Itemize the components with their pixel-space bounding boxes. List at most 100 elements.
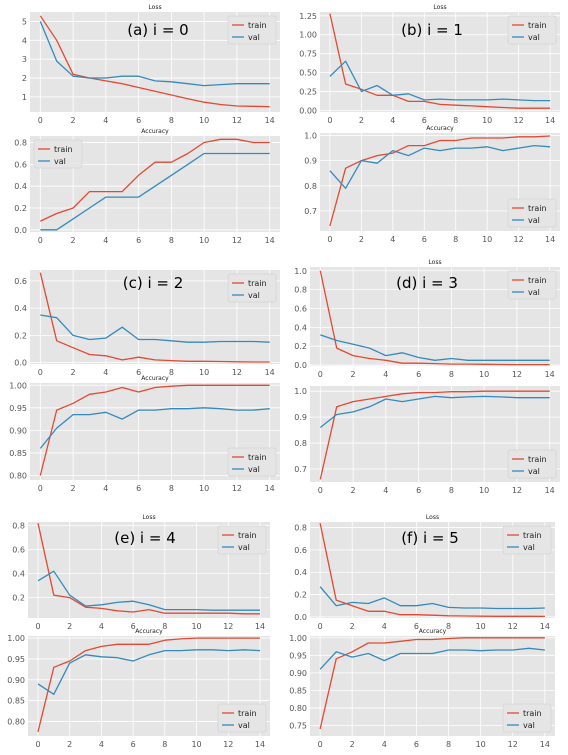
x-tick-label: 12 [508,740,518,749]
y-tick-label: 1.00 [299,31,317,40]
y-tick-label: 0.2 [294,342,307,351]
x-tick-label: 2 [351,486,356,495]
x-tick-label: 2 [71,236,76,245]
legend-label-val: val [528,33,540,42]
x-tick-label: 8 [162,622,167,631]
plot-title: Accuracy [426,125,454,132]
x-tick-label: 4 [99,740,104,749]
x-tick-label: 4 [383,370,388,379]
subplot-7: 0.7 0.8 0.9 1.0 0 2 4 6 8 10 12 14 train val [294,386,560,495]
x-tick-label: 14 [545,486,555,495]
x-tick-label: 4 [103,236,108,245]
plot-title: Accuracy [419,628,447,635]
y-tick-label: 1 [22,93,27,102]
series-line-train [39,384,270,476]
legend-label-val: val [238,543,250,552]
y-tick-label: 0.2 [294,591,307,600]
y-tick-label: 1.25 [299,12,317,21]
x-tick-label: 2 [359,116,364,125]
y-tick-label: 0.4 [294,323,307,332]
x-tick-label: 0 [38,116,43,125]
legend-label-val: val [248,465,260,474]
legend-label-val: val [523,543,535,552]
subplot-1: 0.0 0.2 0.4 0.6 0.8 0 2 4 6 8 10 12 14 Accuracy train v… [14,128,280,245]
legend: train val [217,525,267,555]
subplot-9: 0.80 0.85 0.90 0.95 1.00 0 2 4 6 8 10 12 14 Accuracy t… [7,628,270,749]
legend: train val [227,447,277,477]
y-tick-label: 0.6 [294,546,307,555]
x-tick-label: 6 [422,116,427,125]
panel-label: (c) i = 2 [123,274,184,292]
y-tick-label: 5 [22,17,27,26]
x-tick-label: 10 [191,740,201,749]
x-tick-label: 14 [545,116,555,125]
x-tick-label: 8 [446,622,451,631]
x-tick-label: 4 [390,116,395,125]
y-tick-label: 0.85 [7,697,25,706]
x-tick-label: 4 [99,622,104,631]
x-tick-label: 6 [414,622,419,631]
legend-label-val: val [528,216,540,225]
x-tick-label: 8 [169,236,174,245]
x-tick-label: 12 [508,622,518,631]
x-tick-label: 14 [265,236,275,245]
y-tick-label: 0.00 [299,106,317,115]
y-tick-label: 0.8 [294,286,307,295]
y-tick-label: 3 [22,55,27,64]
legend: train val [502,525,552,555]
x-tick-label: 8 [449,370,454,379]
y-tick-label: 1.00 [289,634,307,643]
series-line-train [329,135,551,227]
y-tick-label: 0.8 [294,524,307,533]
panel-label: (f) i = 5 [401,529,459,547]
x-tick-label: 6 [136,236,141,245]
plot-title: Accuracy [141,375,169,382]
x-tick-label: 2 [71,368,76,377]
legend-label-val: val [248,291,260,300]
y-tick-label: 0.75 [289,721,307,730]
legend: train val [217,703,267,733]
y-tick-label: 0.6 [14,277,27,286]
x-tick-label: 2 [71,116,76,125]
x-tick-label: 10 [476,622,486,631]
legend-label-train: train [528,455,547,464]
subplot-6: 0.0 0.2 0.4 0.6 0.8 1.0 0 2 4 6 8 10 12 14 Loss train va… [294,259,560,379]
x-tick-label: 12 [232,368,242,377]
x-tick-label: 0 [327,116,332,125]
series-line-val [39,21,270,87]
y-tick-label: 2 [22,74,27,83]
subplot-8: 0.2 0.4 0.6 0.8 0 2 4 6 8 10 12 14 Loss train val (e) i… [12,514,270,631]
y-tick-label: 0.0 [14,226,27,235]
x-tick-label: 2 [350,622,355,631]
y-tick-label: 0.4 [14,182,27,191]
legend-label-train: train [528,204,547,213]
y-tick-label: 0.4 [12,570,25,579]
panel-label: (d) i = 3 [396,274,458,292]
y-tick-label: 0.95 [289,651,307,660]
x-tick-label: 14 [545,370,555,379]
y-tick-label: 0.4 [14,304,27,313]
y-tick-label: 0.8 [14,139,27,148]
y-tick-label: 0.85 [9,449,27,458]
legend-label-train: train [248,453,267,462]
y-tick-label: 0.9 [294,413,307,422]
subplot-5: 0.80 0.85 0.90 0.95 1.00 0 2 4 6 8 10 12 14 Accuracy t… [9,375,280,493]
x-tick-label: 0 [327,235,332,244]
x-tick-label: 0 [38,236,43,245]
series-line-val [319,586,545,610]
x-tick-label: 4 [382,622,387,631]
y-tick-label: 0.8 [304,182,317,191]
plot-title: Loss [148,4,161,11]
legend-label-train: train [248,279,267,288]
x-tick-label: 10 [482,235,492,244]
x-tick-label: 12 [223,622,233,631]
x-tick-label: 14 [255,622,265,631]
y-tick-label: 0.0 [294,361,307,370]
series-line-val [329,144,551,189]
y-tick-label: 0.85 [289,686,307,695]
x-tick-label: 10 [479,370,489,379]
plot-title: Accuracy [135,628,163,635]
x-tick-label: 6 [136,484,141,493]
legend-label-train: train [528,21,547,30]
